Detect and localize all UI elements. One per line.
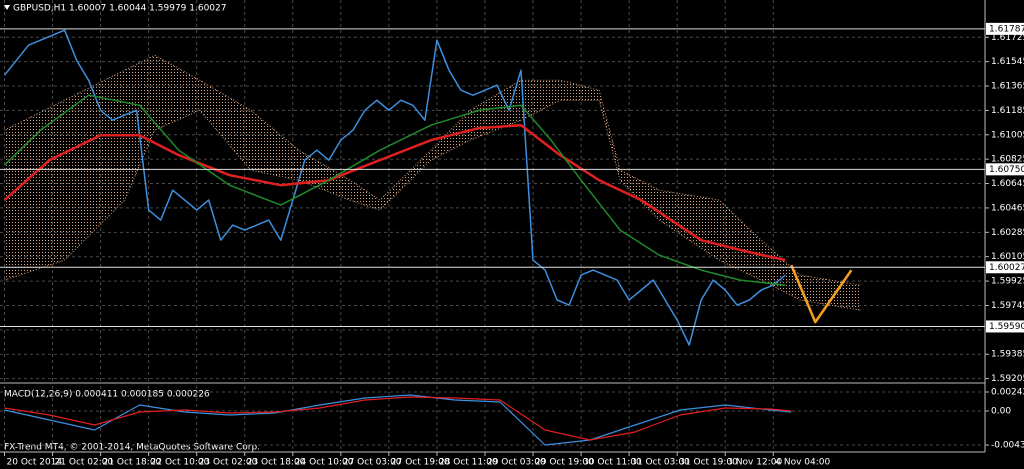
x-tick-label: 31 Oct 19:00 (679, 458, 738, 468)
x-tick-label: 23 Oct 02:00 (199, 458, 258, 468)
y-tick-label: 1.61005 (991, 130, 1024, 140)
y-tick-label: -0.004341 (991, 441, 1024, 451)
series-line (3, 29, 786, 346)
y-tick-label: 0.002424 (991, 388, 1024, 398)
x-tick-label: 20 Oct 2014 (7, 458, 63, 468)
series-line (4, 394, 792, 446)
x-tick-label: 21 Oct 02:00 (55, 458, 114, 468)
ichimoku-cloud (4, 55, 861, 311)
y-tick-label: 1.59925 (991, 277, 1024, 287)
y-tick-label: 1.60645 (991, 179, 1024, 189)
y-tick-label: 1.60825 (991, 155, 1024, 165)
series-line (790, 264, 853, 324)
cloud-edge (4, 99, 861, 311)
x-tick-label: 3 Nov 12:00 (727, 458, 782, 468)
y-tick-label: 1.59385 (991, 350, 1024, 360)
y-tick-label: 1.59205 (991, 374, 1024, 384)
indicator-title: MACD(12,26,9) 0.000411 0.000185 0.000226 (4, 390, 210, 400)
x-tick-label: 23 Oct 18:00 (247, 458, 306, 468)
y-tick-label: 1.61545 (991, 57, 1024, 67)
price-level-box (986, 320, 1024, 333)
y-tick-label: 1.61365 (991, 82, 1024, 92)
x-tick-label: 29 Oct 03:00 (487, 458, 546, 468)
x-tick-label: 27 Oct 03:00 (343, 458, 402, 468)
x-tick-label: 29 Oct 19:00 (535, 458, 594, 468)
price-level-box (986, 261, 1024, 274)
price-level-label: 1.60027 (989, 263, 1024, 273)
copyright: FX-Trend MT4, © 2001-2014, MetaQuotes So… (4, 443, 260, 453)
series-line (4, 396, 792, 441)
cloud-edge (4, 54, 861, 286)
series-line (3, 94, 786, 286)
y-tick-label: 1.60285 (991, 228, 1024, 238)
chart-title: GBPUSD,H1 1.60007 1.60044 1.59979 1.6002… (13, 4, 226, 14)
x-tick-label: 21 Oct 18:00 (103, 458, 162, 468)
price-level-box (986, 163, 1024, 176)
x-tick-label: 30 Oct 11:00 (583, 458, 642, 468)
x-tick-label: 22 Oct 10:00 (151, 458, 210, 468)
price-level-label: 1.61787 (989, 24, 1024, 34)
x-tick-label: 27 Oct 19:00 (391, 458, 450, 468)
y-tick-label: 1.61725 (991, 33, 1024, 43)
series-line (3, 123, 786, 262)
x-tick-label: 4 Nov 04:00 (775, 458, 830, 468)
y-tick-label: 0.00 (991, 407, 1011, 417)
y-tick-label: 1.61185 (991, 106, 1024, 116)
symbol-menu-icon[interactable] (4, 5, 10, 10)
price-level-label: 1.59590 (989, 322, 1024, 332)
y-tick-label: 1.59745 (991, 301, 1024, 311)
x-tick-label: 31 Oct 03:00 (631, 458, 690, 468)
price-level-box (986, 22, 1024, 35)
y-tick-label: 1.60465 (991, 203, 1024, 213)
y-tick-label: 1.60105 (991, 252, 1024, 262)
price-level-label: 1.60750 (989, 165, 1024, 175)
x-tick-label: 28 Oct 11:00 (439, 458, 498, 468)
x-tick-label: 24 Oct 10:00 (295, 458, 354, 468)
